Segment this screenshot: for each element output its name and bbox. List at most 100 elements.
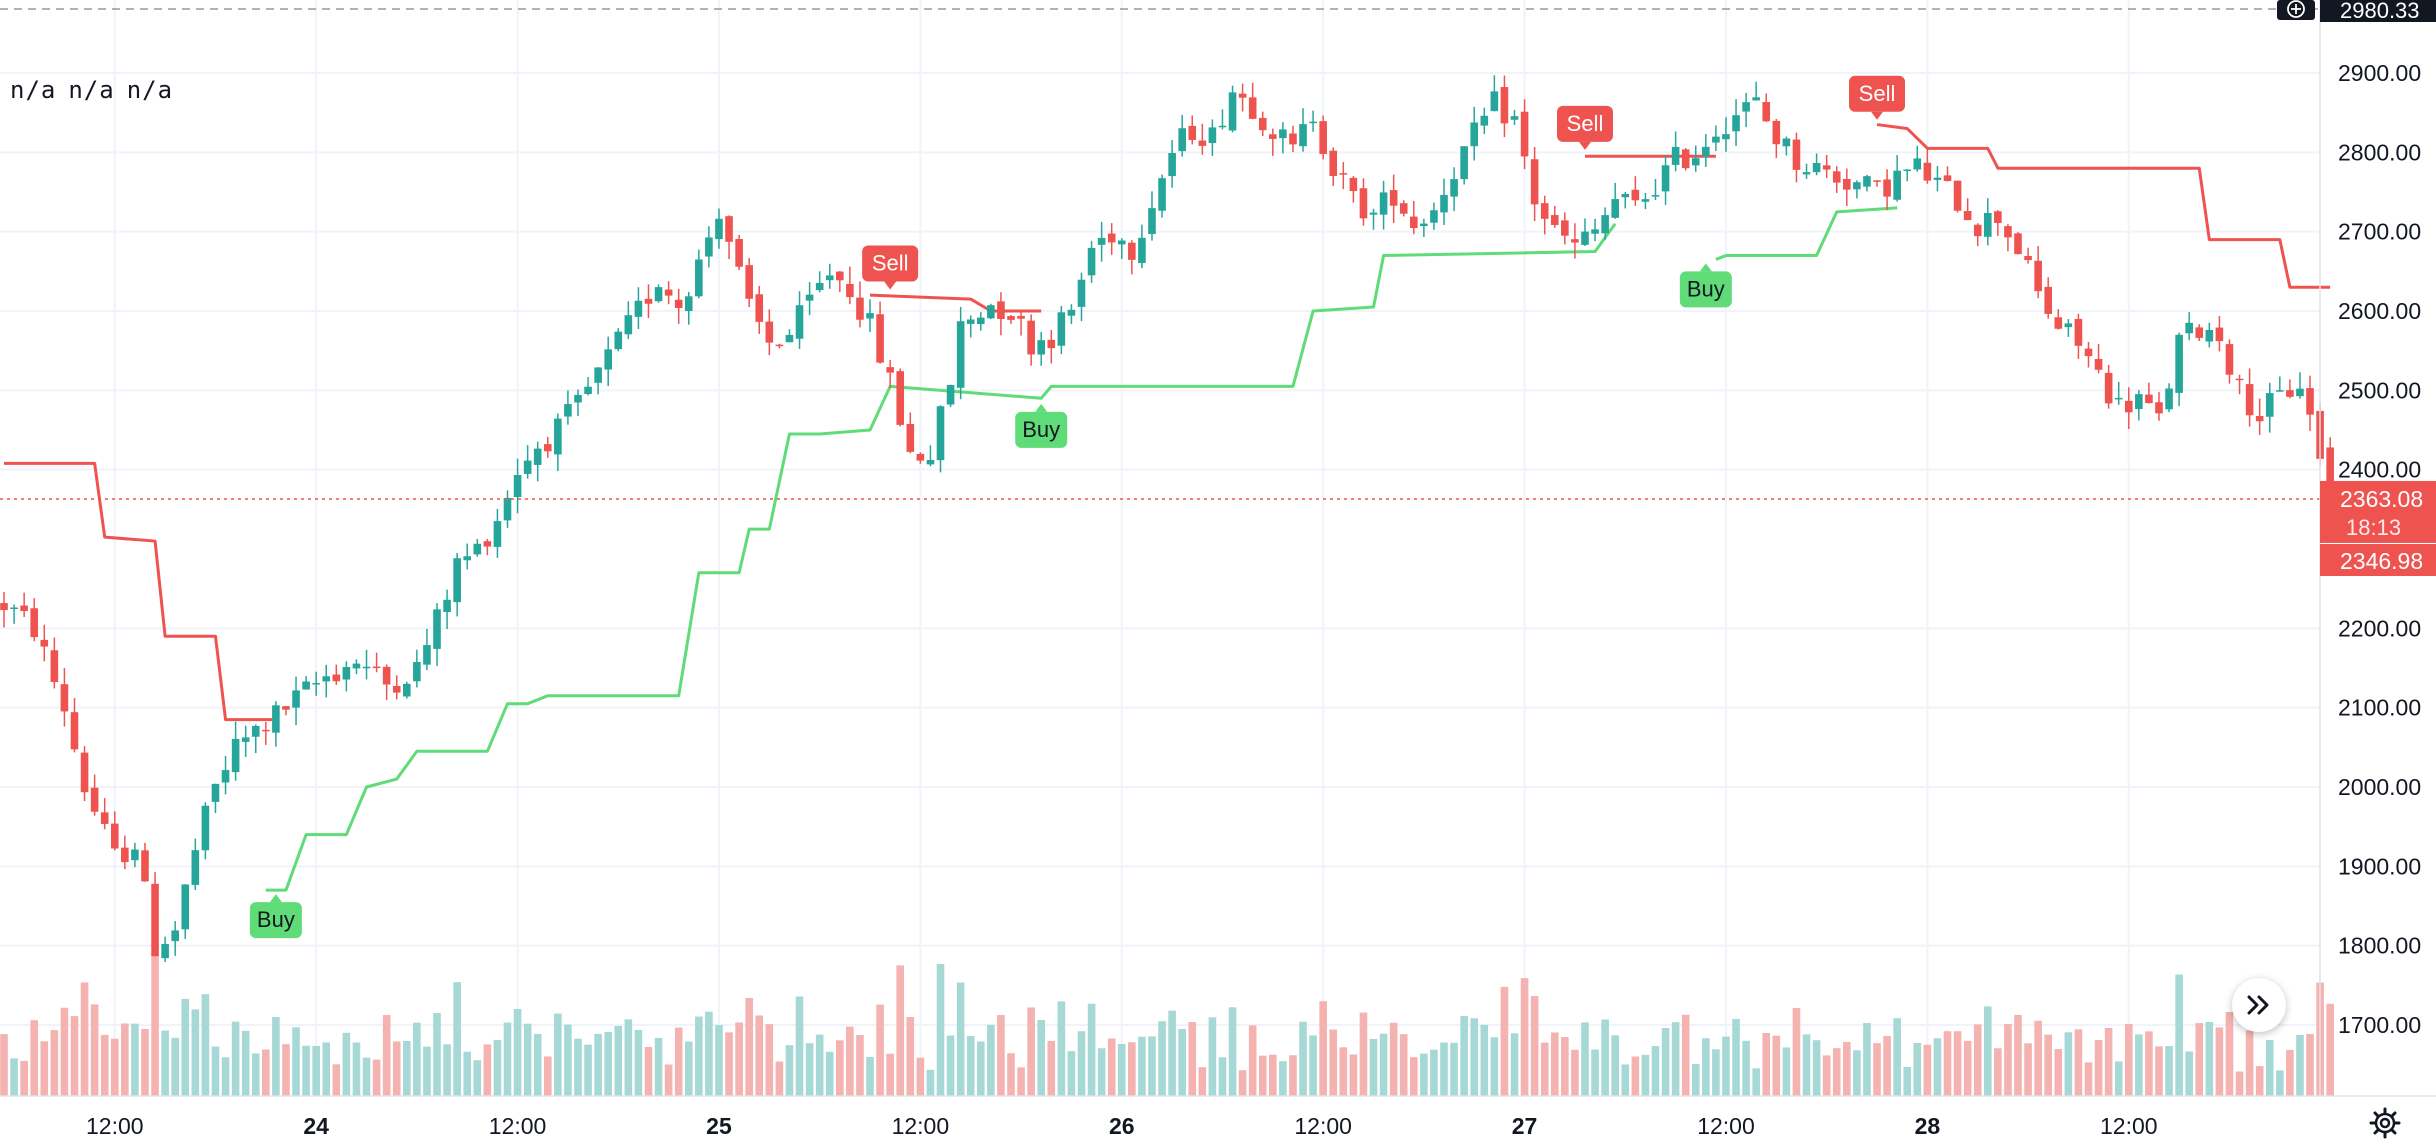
volume-bar (1510, 1033, 1519, 1096)
volume-bar (1853, 1050, 1861, 1096)
volume-bar (1792, 1007, 1801, 1096)
candle-body (966, 319, 975, 324)
candle-body (2286, 390, 2294, 397)
time-axis-label: 27 (1512, 1113, 1538, 1139)
volume-bar (423, 1046, 431, 1096)
time-axis[interactable]: 12:00 24 12:00 25 12:00 26 12:00 27 12:00 28 12:00 (0, 1095, 2436, 1139)
volume-bar (1248, 1025, 1257, 1096)
volume-bar (1722, 1036, 1730, 1096)
candle-body (584, 386, 592, 394)
price-axis-label: 2500.00 (2338, 377, 2421, 403)
candle-body (1389, 190, 1398, 206)
plus-circle-icon[interactable] (2277, 0, 2315, 20)
volume-bar (403, 1040, 411, 1096)
candle-body (262, 729, 270, 732)
volume-bar (1007, 1053, 1015, 1096)
volume-bar (1661, 1028, 1670, 1096)
candle-body (1470, 122, 1479, 147)
volume-bar (513, 1008, 522, 1096)
candle-body (1258, 117, 1267, 131)
sell-signal-label: Sell (1556, 105, 1613, 150)
signal-pointer (1871, 111, 1884, 120)
sell-trend-line (4, 461, 276, 722)
volume-bar (1691, 1063, 1700, 1096)
price-axis-label: 1800.00 (2338, 933, 2421, 959)
candle-body (1148, 208, 1156, 235)
candle-body (2024, 255, 2032, 261)
candle-body (131, 849, 139, 861)
volume-bar (2114, 1061, 2123, 1096)
volume-bar (755, 1015, 764, 1096)
volume-bar (634, 1030, 643, 1096)
scroll-to-realtime-button[interactable] (2232, 978, 2286, 1032)
volume-bar (1269, 1054, 1277, 1096)
volume-bar (1631, 1056, 1640, 1096)
volume-bar (1641, 1054, 1650, 1096)
candle-body (1540, 203, 1549, 219)
volume-bar (1571, 1049, 1579, 1096)
volume-bar (272, 1017, 280, 1096)
price-axis-label: 2100.00 (2338, 695, 2421, 721)
volume-bar (2165, 1046, 2173, 1096)
volume-bar (644, 1047, 653, 1096)
volume-bar (725, 1032, 733, 1096)
candle-body (1450, 179, 1458, 197)
volume-bar (1057, 1001, 1066, 1096)
volume-bar (2124, 1023, 2133, 1096)
candle-body (2235, 378, 2244, 381)
volume-bar (1863, 1023, 1871, 1096)
time-axis-label: 25 (706, 1113, 732, 1139)
volume-bar (1702, 1038, 1710, 1096)
candle-body (2326, 447, 2334, 499)
volume-bar (1037, 1019, 1046, 1096)
chart-settings-button[interactable] (2368, 1106, 2402, 1140)
volume-bar (624, 1019, 633, 1096)
volume-bar (251, 1053, 260, 1096)
candle-body (946, 384, 955, 405)
volume-bar (594, 1033, 602, 1096)
candle-body (80, 752, 89, 793)
volume-bar (1027, 1007, 1035, 1096)
candle-body (836, 271, 844, 281)
volume-bar (2286, 1049, 2294, 1096)
candle-body (292, 690, 300, 708)
volume-bar (1178, 1028, 1186, 1096)
volume-bar (1963, 1040, 1972, 1096)
volume-bar (533, 1033, 542, 1096)
candle-body (0, 603, 8, 611)
candle-body (795, 305, 804, 339)
candle-body (1963, 211, 1972, 221)
volume-bar (735, 1022, 743, 1096)
volume-bar (1561, 1037, 1569, 1096)
price-axis[interactable]: 2900.00 2800.00 2700.00 2600.00 2500.00 2400.… (2277, 0, 2436, 1096)
volume-bar (60, 1007, 69, 1096)
candle-body (2225, 344, 2234, 375)
volume-bar (1732, 1018, 1740, 1096)
candle-body (1269, 134, 1277, 139)
volume-bar (1450, 1042, 1458, 1096)
signal-badge (1556, 105, 1613, 142)
candle-body (1097, 237, 1106, 245)
volume-bar (654, 1037, 663, 1096)
candlesticks (0, 75, 2334, 962)
volume-bar (262, 1049, 270, 1096)
candle-body (453, 558, 461, 603)
candle-body (1007, 316, 1015, 320)
candle-body (1702, 146, 1710, 157)
volume-bar (1158, 1021, 1166, 1096)
volume-bar (503, 1022, 512, 1096)
volume-bar (1822, 1055, 1831, 1096)
volume-bar (1772, 1035, 1781, 1096)
volume-bar (433, 1013, 441, 1096)
candle-body (2074, 318, 2083, 346)
volume-bar (1299, 1021, 1307, 1096)
candle-body (1319, 121, 1327, 154)
volume-bar (2074, 1029, 2083, 1096)
candle-body (1953, 180, 1962, 211)
volume-bar (1651, 1046, 1660, 1096)
volume-bar (936, 963, 945, 1096)
candle-body (745, 265, 753, 299)
candle-body (1661, 165, 1670, 192)
